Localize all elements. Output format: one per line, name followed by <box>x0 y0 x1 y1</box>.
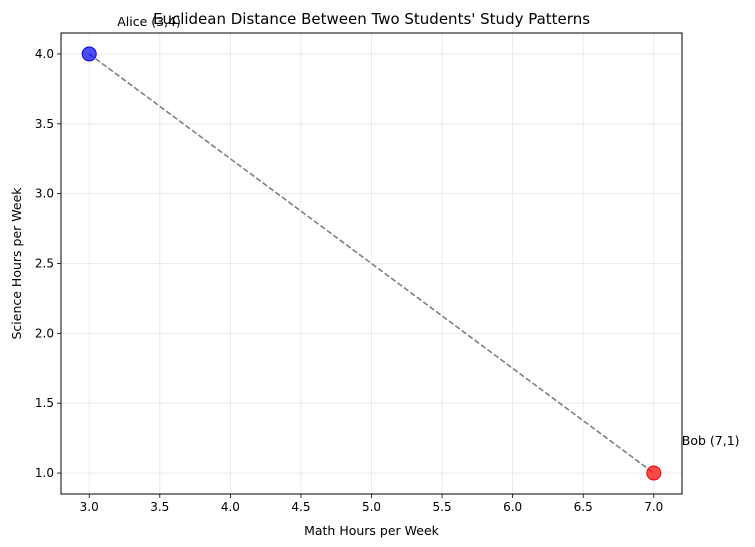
y-axis-label: Science Hours per Week <box>9 187 24 340</box>
y-tick-label: 2.5 <box>35 257 54 271</box>
y-tick-label: 4.0 <box>35 47 54 61</box>
x-axis-ticks: 3.0 3.5 4.0 4.5 5.0 5.5 6.0 6.5 7.0 <box>80 494 663 514</box>
x-axis-label: Math Hours per Week <box>304 523 440 538</box>
y-tick-label: 1.0 <box>35 466 54 480</box>
x-tick-label: 7.0 <box>644 500 663 514</box>
x-tick-label: 5.5 <box>433 500 452 514</box>
y-tick-label: 3.0 <box>35 187 54 201</box>
x-tick-label: 4.5 <box>291 500 310 514</box>
data-point <box>81 46 97 62</box>
points-layer <box>81 46 662 481</box>
grid <box>61 33 682 494</box>
data-point <box>646 465 662 481</box>
point-annotation: Bob (7,1) <box>682 433 740 448</box>
x-tick-label: 6.5 <box>574 500 593 514</box>
x-tick-label: 3.0 <box>80 500 99 514</box>
point-annotation: Alice (3,4) <box>117 14 181 29</box>
chart-title: Euclidean Distance Between Two Students'… <box>153 10 590 28</box>
x-tick-label: 5.0 <box>362 500 381 514</box>
distance-line <box>88 53 655 474</box>
connector-layer <box>88 53 655 474</box>
y-tick-label: 2.0 <box>35 326 54 340</box>
y-tick-label: 1.5 <box>35 396 54 410</box>
y-axis-ticks: 1.0 1.5 2.0 2.5 3.0 3.5 4.0 <box>35 47 61 480</box>
x-tick-label: 3.5 <box>150 500 169 514</box>
annotations: Alice (3,4) Bob (7,1) <box>117 14 739 448</box>
y-tick-label: 3.5 <box>35 117 54 131</box>
x-tick-label: 4.0 <box>221 500 240 514</box>
x-tick-label: 6.0 <box>503 500 522 514</box>
